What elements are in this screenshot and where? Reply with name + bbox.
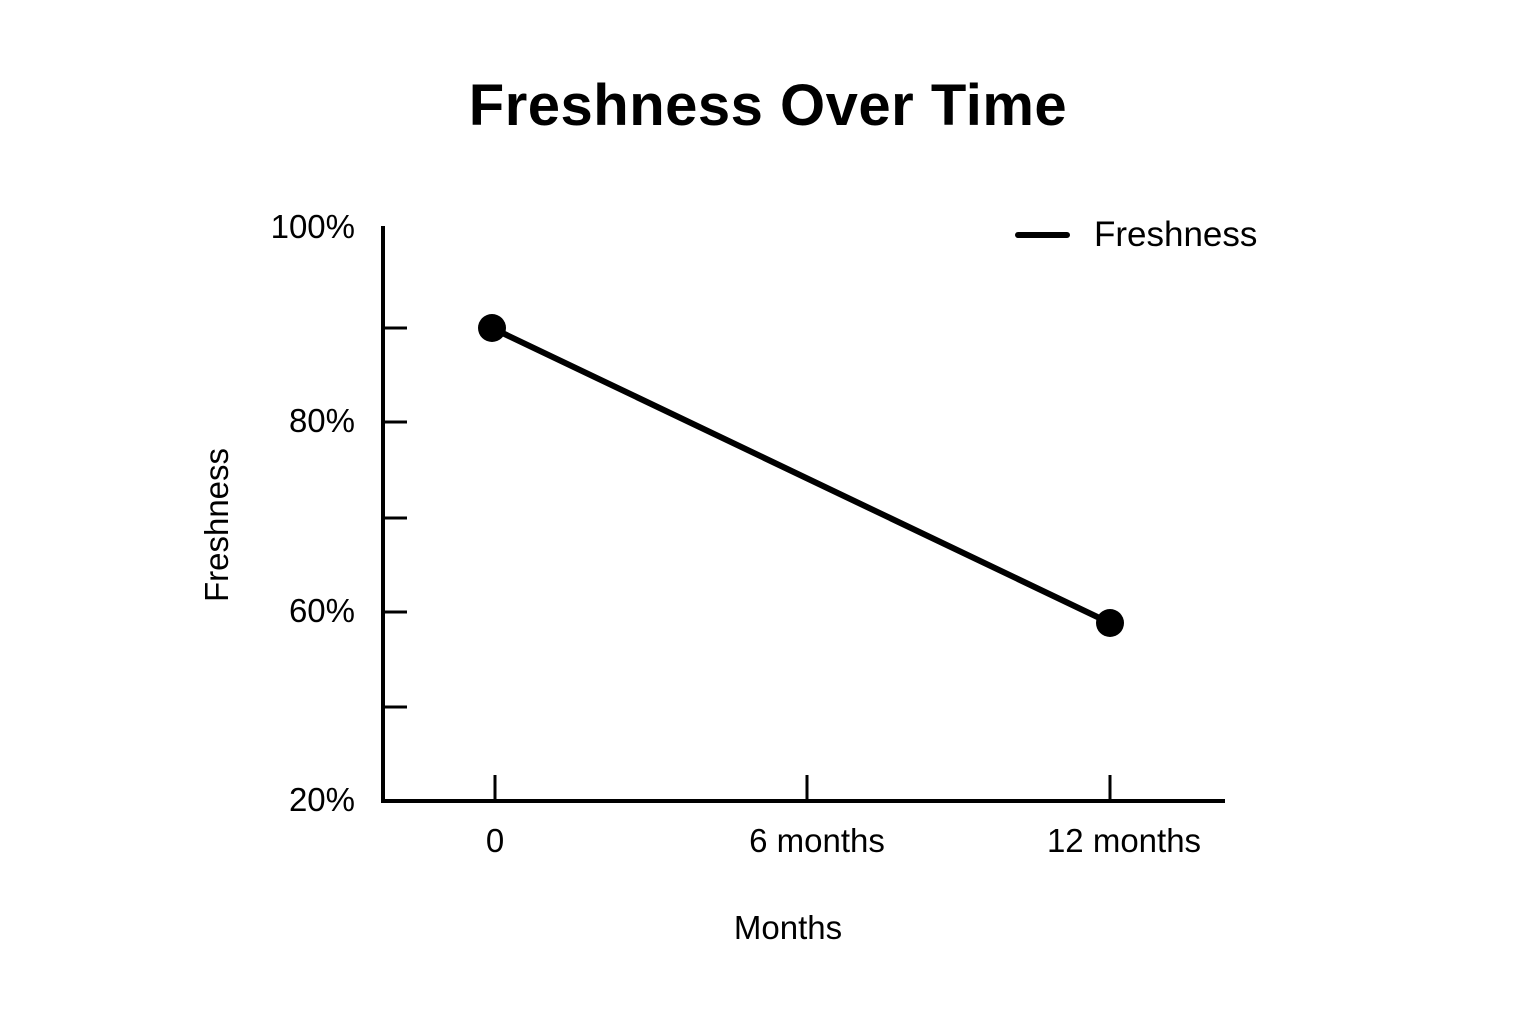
y-tick-label-60: 60% [288, 592, 355, 629]
chart-title: Freshness Over Time [468, 73, 1068, 138]
y-tick-label-80: 80% [288, 402, 355, 439]
legend-label-freshness[interactable]: Freshness [1094, 215, 1258, 254]
data-point-month-12[interactable] [1096, 609, 1124, 637]
legend-line-swatch-icon [1015, 232, 1070, 238]
x-ticks [493, 775, 1112, 801]
y-ticks [383, 326, 407, 709]
data-point-month-0[interactable] [478, 314, 506, 342]
x-tick-label-0: 0 [485, 822, 505, 859]
x-tick-label-12-months: 12 months [1046, 822, 1202, 859]
x-tick-label-6-months: 6 months [749, 822, 885, 859]
y-axis-label: Freshness [198, 447, 235, 603]
y-tick-label-100: 100% [270, 208, 355, 245]
series-line-freshness [489, 325, 1113, 626]
legend: Freshness [1015, 215, 1257, 255]
x-axis-label: Months [733, 909, 843, 946]
y-tick-label-20: 20% [288, 781, 355, 818]
